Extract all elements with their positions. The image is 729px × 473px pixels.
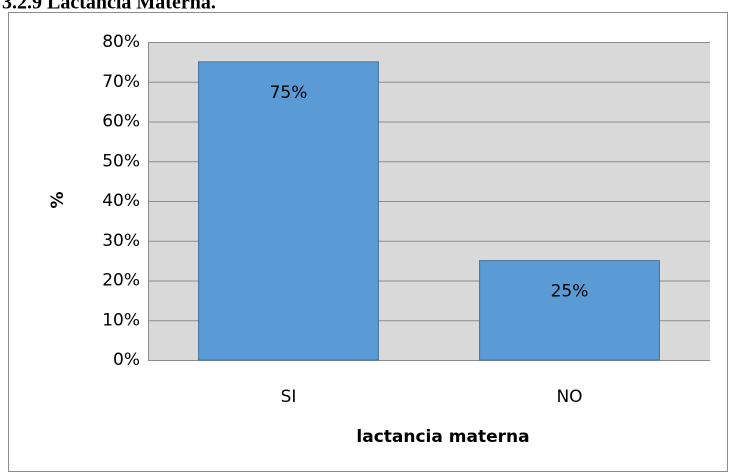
x-tick-label: SI [281, 387, 297, 407]
value-label: 25% [551, 282, 589, 302]
y-tick-label: 80% [102, 32, 140, 52]
y-tick-label: 50% [102, 151, 140, 171]
y-tick-label: 40% [102, 191, 140, 211]
y-tick-label: 20% [102, 271, 140, 291]
bar [198, 61, 379, 361]
y-tick-label: 60% [102, 112, 140, 132]
x-axis-label: lactancia materna [356, 427, 529, 447]
y-axis-label: % [48, 191, 68, 208]
bar [479, 260, 660, 361]
y-tick-label: 70% [102, 72, 140, 92]
value-label: 75% [270, 83, 308, 103]
y-tick-label: 0% [113, 350, 140, 370]
y-tick-label: 30% [102, 231, 140, 251]
y-tick-label: 10% [102, 310, 140, 330]
heading: 3.2.9 Lactancia Materna. [2, 0, 216, 14]
x-tick-label: NO [556, 387, 582, 407]
